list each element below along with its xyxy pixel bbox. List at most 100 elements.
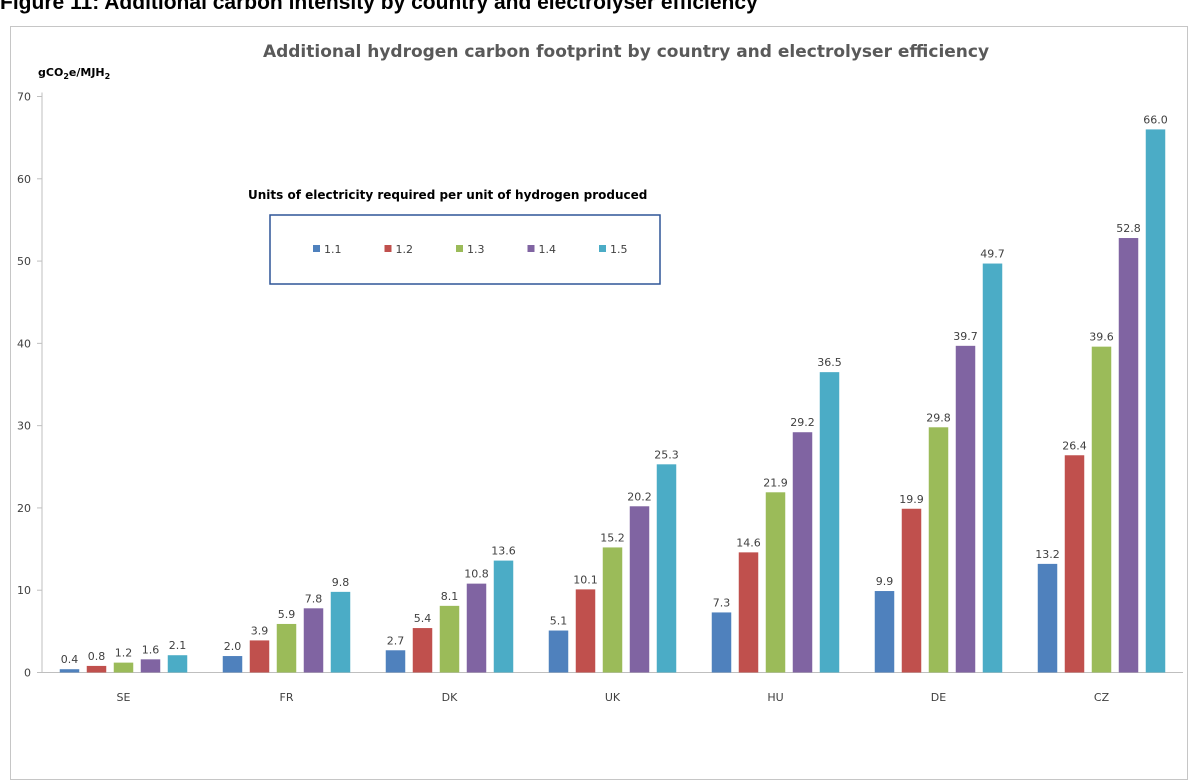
data-label: 0.8 — [88, 650, 106, 663]
x-tick-label: HU — [767, 691, 783, 704]
data-label: 49.7 — [980, 248, 1005, 261]
data-label: 29.2 — [790, 416, 815, 429]
bar-DE-1.5 — [982, 263, 1003, 673]
bar-DE-1.3 — [928, 427, 949, 673]
legend-swatch-1.3 — [456, 245, 463, 252]
bar-UK-1.5 — [656, 464, 677, 673]
data-label: 5.4 — [414, 612, 432, 625]
bar-DK-1.2 — [412, 628, 433, 673]
x-tick-label: FR — [280, 691, 294, 704]
y-tick-label: 60 — [17, 173, 31, 186]
bar-UK-1.4 — [629, 506, 650, 673]
bar-DK-1.3 — [439, 605, 460, 673]
data-label: 1.6 — [142, 643, 160, 656]
bar-SE-1.1 — [59, 669, 80, 673]
x-tick-label: DK — [442, 691, 458, 704]
bar-DK-1.1 — [385, 650, 406, 673]
bar-UK-1.3 — [602, 547, 623, 673]
bar-FR-1.4 — [303, 608, 324, 673]
bar-HU-1.1 — [711, 612, 732, 673]
bar-FR-1.3 — [276, 623, 297, 673]
data-label: 19.9 — [899, 493, 924, 506]
bar-SE-1.4 — [140, 659, 161, 673]
bar-UK-1.2 — [575, 589, 596, 673]
legend-label: 1.5 — [610, 243, 628, 256]
bar-SE-1.5 — [167, 655, 188, 673]
bar-CZ-1.1 — [1037, 563, 1058, 673]
data-label: 9.9 — [876, 575, 894, 588]
data-label: 2.0 — [224, 640, 242, 653]
bar-HU-1.4 — [792, 432, 813, 673]
legend-label: 1.3 — [467, 243, 485, 256]
legend-label: 1.1 — [324, 243, 342, 256]
y-tick-label: 20 — [17, 502, 31, 515]
y-tick-label: 30 — [17, 420, 31, 433]
x-tick-label: DE — [931, 691, 946, 704]
bar-HU-1.5 — [819, 372, 840, 673]
data-label: 15.2 — [600, 531, 625, 544]
bar-CZ-1.4 — [1118, 238, 1139, 673]
data-label: 39.6 — [1089, 331, 1114, 344]
data-label: 7.3 — [713, 596, 731, 609]
data-label: 14.6 — [736, 536, 761, 549]
data-label: 8.1 — [441, 590, 459, 603]
x-tick-label: CZ — [1094, 691, 1110, 704]
data-label: 2.7 — [387, 634, 405, 647]
legend-swatch-1.2 — [384, 245, 392, 252]
data-label: 10.1 — [573, 573, 598, 586]
bar-CZ-1.5 — [1145, 129, 1166, 673]
legend-box — [269, 214, 661, 285]
bar-CZ-1.2 — [1064, 455, 1085, 673]
bar-HU-1.3 — [765, 492, 786, 673]
bar-DK-1.5 — [493, 560, 514, 673]
data-label: 13.6 — [491, 545, 516, 558]
figure-caption: Figure 11: Additional carbon intensity b… — [0, 0, 758, 14]
data-label: 9.8 — [332, 576, 350, 589]
data-label: 10.8 — [464, 568, 489, 581]
bar-SE-1.2 — [86, 665, 107, 673]
y-tick-label: 70 — [17, 91, 31, 104]
data-label: 26.4 — [1062, 439, 1087, 452]
data-label: 5.9 — [278, 608, 296, 621]
bar-FR-1.5 — [330, 591, 351, 673]
data-label: 25.3 — [654, 448, 679, 461]
data-label: 2.1 — [169, 639, 187, 652]
data-label: 20.2 — [627, 490, 652, 503]
data-label: 7.8 — [305, 592, 323, 605]
legend-title: Units of electricity required per unit o… — [248, 188, 647, 202]
y-tick-label: 0 — [24, 667, 31, 680]
data-label: 1.2 — [115, 647, 133, 660]
legend-label: 1.2 — [396, 243, 414, 256]
data-label: 13.2 — [1035, 548, 1060, 561]
data-label: 36.5 — [817, 356, 842, 369]
bar-DE-1.1 — [874, 591, 895, 673]
bar-DE-1.2 — [901, 508, 922, 673]
data-label: 0.4 — [61, 653, 79, 666]
bar-FR-1.2 — [249, 640, 270, 673]
data-label: 5.1 — [550, 615, 568, 628]
x-tick-label: SE — [117, 691, 131, 704]
bar-DE-1.4 — [955, 345, 976, 673]
legend-swatch-1.5 — [599, 245, 606, 252]
legend-swatch-1.1 — [313, 245, 320, 252]
y-tick-label: 40 — [17, 337, 31, 350]
bar-DK-1.4 — [466, 583, 487, 673]
bar-FR-1.1 — [222, 656, 243, 673]
bar-HU-1.2 — [738, 552, 759, 673]
legend-label: 1.4 — [539, 243, 557, 256]
data-label: 3.9 — [251, 624, 269, 637]
bar-UK-1.1 — [548, 630, 569, 673]
legend-swatch-1.4 — [527, 245, 535, 252]
y-tick-label: 10 — [17, 584, 31, 597]
y-tick-label: 50 — [17, 255, 31, 268]
data-label: 66.0 — [1143, 113, 1168, 126]
chart-title: Additional hydrogen carbon footprint by … — [263, 42, 989, 62]
data-label: 21.9 — [763, 476, 788, 489]
bar-SE-1.3 — [113, 662, 134, 673]
data-label: 39.7 — [953, 330, 978, 343]
data-label: 29.8 — [926, 411, 951, 424]
y-axis-label: gCO2e/MJH2 — [38, 66, 110, 81]
x-tick-label: UK — [605, 691, 621, 704]
data-label: 52.8 — [1116, 222, 1141, 235]
